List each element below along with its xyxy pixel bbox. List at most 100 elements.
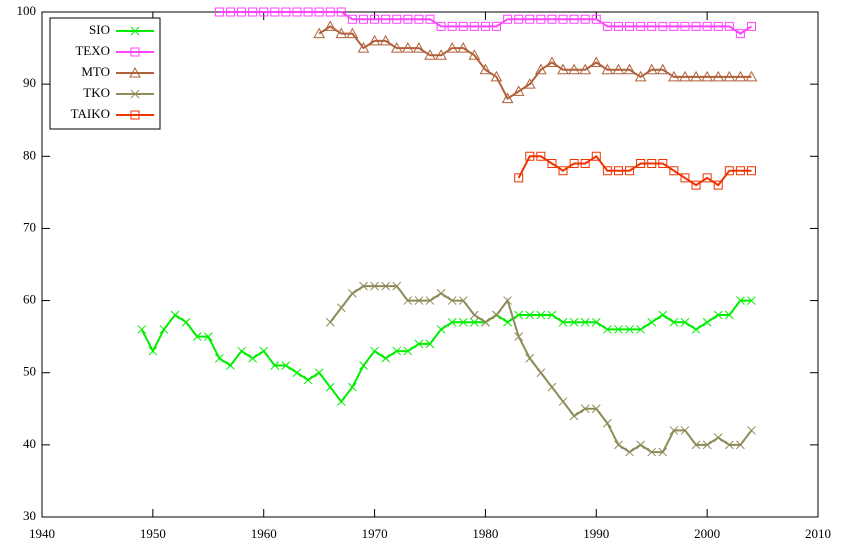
point xyxy=(536,368,546,378)
point xyxy=(403,296,413,305)
point xyxy=(536,310,546,320)
point xyxy=(658,21,668,31)
point xyxy=(215,353,224,363)
point xyxy=(558,14,568,24)
point xyxy=(547,14,557,24)
x-tick-label: 1960 xyxy=(251,526,277,541)
point xyxy=(501,92,514,104)
point xyxy=(625,21,635,31)
point xyxy=(170,310,180,320)
point xyxy=(613,166,623,176)
point xyxy=(237,7,247,17)
point xyxy=(336,7,346,17)
point xyxy=(225,7,235,17)
legend-label: MTO xyxy=(81,64,110,79)
point xyxy=(713,180,723,190)
x-tick-label: 1940 xyxy=(29,526,55,541)
point xyxy=(558,397,568,406)
point xyxy=(469,21,479,31)
point xyxy=(424,49,436,60)
point xyxy=(636,440,645,450)
point xyxy=(603,325,612,334)
point xyxy=(192,332,202,341)
legend-marker xyxy=(130,26,140,36)
point xyxy=(636,21,646,31)
point xyxy=(623,63,636,75)
x-tick-label: 1970 xyxy=(362,526,388,541)
point xyxy=(214,7,224,17)
point xyxy=(512,85,525,96)
point xyxy=(591,151,601,161)
point xyxy=(370,281,379,291)
y-tick-label: 70 xyxy=(23,219,36,234)
point xyxy=(335,27,348,39)
point xyxy=(414,339,424,349)
y-tick-label: 100 xyxy=(17,3,37,18)
point xyxy=(270,7,280,17)
point xyxy=(503,14,513,24)
legend-label: TAIKO xyxy=(71,106,110,121)
point xyxy=(203,332,213,341)
point xyxy=(413,42,425,53)
x-tick-label: 2010 xyxy=(805,526,831,541)
x-tick-label: 2000 xyxy=(694,526,720,541)
point xyxy=(746,166,756,176)
point xyxy=(668,70,680,82)
point xyxy=(370,14,380,24)
point xyxy=(547,310,557,320)
point xyxy=(602,21,612,31)
point xyxy=(647,447,657,457)
point xyxy=(691,21,701,31)
point xyxy=(314,368,324,378)
point xyxy=(647,21,657,31)
point xyxy=(514,332,524,341)
point xyxy=(625,166,635,176)
point xyxy=(468,49,481,60)
point xyxy=(525,151,535,161)
point xyxy=(702,317,712,327)
point xyxy=(248,353,257,363)
series-line xyxy=(140,299,752,404)
point xyxy=(691,440,701,450)
point xyxy=(669,166,679,176)
x-tick-label: 1980 xyxy=(472,526,498,541)
point xyxy=(680,173,690,183)
point xyxy=(370,346,379,356)
legend-marker xyxy=(130,110,140,120)
point xyxy=(525,310,535,320)
point xyxy=(514,310,524,320)
point xyxy=(658,310,668,320)
point xyxy=(535,63,547,75)
series-line xyxy=(219,11,753,35)
point xyxy=(747,426,756,435)
series-line xyxy=(318,25,752,101)
point xyxy=(546,56,558,67)
point xyxy=(159,325,169,334)
point xyxy=(390,42,403,53)
point xyxy=(503,296,512,305)
point xyxy=(679,70,691,82)
legend-label: TKO xyxy=(83,85,110,100)
point xyxy=(747,296,756,305)
point xyxy=(292,368,302,378)
point xyxy=(536,14,546,24)
point xyxy=(414,296,424,305)
point xyxy=(547,382,557,392)
point xyxy=(669,426,679,435)
point xyxy=(580,317,590,327)
point xyxy=(392,14,402,24)
point xyxy=(734,70,747,82)
y-tick-label: 50 xyxy=(23,364,36,379)
point xyxy=(303,7,313,17)
point xyxy=(324,20,337,31)
point xyxy=(636,159,646,168)
point xyxy=(457,42,470,53)
point xyxy=(492,21,502,31)
point xyxy=(690,70,702,82)
point xyxy=(569,14,579,24)
point xyxy=(503,317,512,327)
point xyxy=(658,447,668,457)
point xyxy=(613,21,623,31)
point xyxy=(348,382,357,392)
point xyxy=(735,166,745,176)
